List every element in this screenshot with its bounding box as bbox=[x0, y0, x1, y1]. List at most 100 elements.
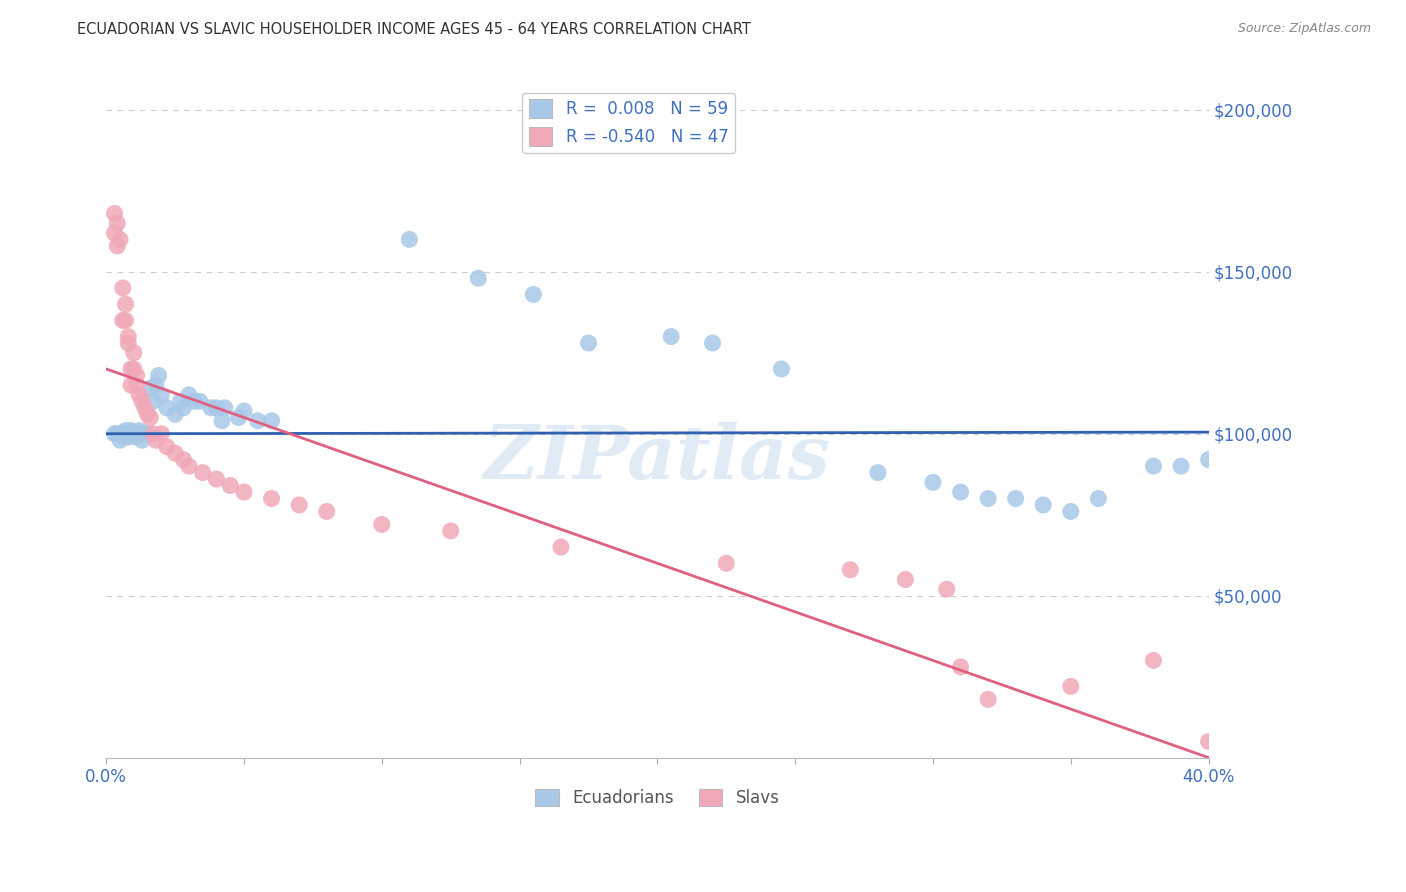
Point bbox=[131, 426, 153, 441]
Point bbox=[440, 524, 463, 538]
Text: Source: ZipAtlas.com: Source: ZipAtlas.com bbox=[1237, 22, 1371, 36]
Point bbox=[150, 388, 173, 402]
Point bbox=[866, 466, 889, 480]
Point bbox=[200, 401, 222, 415]
Point bbox=[145, 434, 167, 448]
Point bbox=[136, 426, 159, 441]
Point bbox=[125, 368, 148, 383]
Point bbox=[233, 404, 256, 418]
Point bbox=[122, 345, 145, 359]
Point bbox=[114, 297, 136, 311]
Point bbox=[522, 287, 544, 301]
Point bbox=[578, 336, 600, 351]
Point bbox=[128, 424, 150, 438]
Point bbox=[177, 388, 200, 402]
Point bbox=[125, 426, 148, 441]
Point bbox=[114, 424, 136, 438]
Point bbox=[398, 232, 420, 246]
Point bbox=[205, 401, 228, 415]
Point bbox=[1142, 653, 1164, 667]
Point bbox=[935, 582, 957, 597]
Legend: Ecuadorians, Slavs: Ecuadorians, Slavs bbox=[529, 782, 786, 814]
Point bbox=[125, 378, 148, 392]
Point bbox=[716, 557, 738, 571]
Point bbox=[111, 426, 134, 441]
Point bbox=[120, 362, 142, 376]
Point bbox=[219, 478, 242, 492]
Point bbox=[150, 426, 173, 441]
Point bbox=[111, 313, 134, 327]
Point bbox=[103, 226, 125, 240]
Point bbox=[103, 206, 125, 220]
Point bbox=[122, 426, 145, 441]
Point bbox=[114, 313, 136, 327]
Point bbox=[205, 472, 228, 486]
Point bbox=[108, 232, 131, 246]
Point bbox=[142, 426, 165, 441]
Point bbox=[1060, 679, 1083, 693]
Point bbox=[120, 378, 142, 392]
Point bbox=[105, 216, 128, 230]
Point bbox=[134, 426, 156, 441]
Point bbox=[165, 407, 187, 421]
Point bbox=[111, 281, 134, 295]
Point bbox=[246, 414, 269, 428]
Point bbox=[467, 271, 489, 285]
Point bbox=[1198, 452, 1220, 467]
Point bbox=[131, 394, 153, 409]
Point bbox=[125, 430, 148, 444]
Point bbox=[371, 517, 394, 532]
Point bbox=[977, 692, 1000, 706]
Point bbox=[702, 336, 724, 351]
Point bbox=[1198, 734, 1220, 748]
Point bbox=[103, 426, 125, 441]
Point bbox=[839, 563, 862, 577]
Point bbox=[214, 401, 236, 415]
Point bbox=[122, 426, 145, 441]
Point bbox=[156, 401, 179, 415]
Point bbox=[105, 239, 128, 253]
Point bbox=[117, 329, 139, 343]
Point bbox=[177, 459, 200, 474]
Point bbox=[165, 446, 187, 460]
Point bbox=[1032, 498, 1054, 512]
Point bbox=[1004, 491, 1026, 506]
Point bbox=[550, 540, 572, 554]
Point bbox=[128, 426, 150, 441]
Point bbox=[172, 452, 194, 467]
Point bbox=[122, 362, 145, 376]
Point bbox=[111, 430, 134, 444]
Point bbox=[1087, 491, 1109, 506]
Point bbox=[191, 466, 214, 480]
Point bbox=[142, 394, 165, 409]
Point bbox=[288, 498, 311, 512]
Point bbox=[770, 362, 793, 376]
Point bbox=[233, 485, 256, 500]
Point bbox=[977, 491, 1000, 506]
Point bbox=[120, 424, 142, 438]
Point bbox=[120, 426, 142, 441]
Point bbox=[228, 410, 250, 425]
Point bbox=[145, 378, 167, 392]
Point bbox=[117, 430, 139, 444]
Point bbox=[169, 394, 191, 409]
Text: ECUADORIAN VS SLAVIC HOUSEHOLDER INCOME AGES 45 - 64 YEARS CORRELATION CHART: ECUADORIAN VS SLAVIC HOUSEHOLDER INCOME … bbox=[77, 22, 751, 37]
Point bbox=[260, 414, 283, 428]
Point bbox=[136, 407, 159, 421]
Point bbox=[172, 401, 194, 415]
Point bbox=[1060, 504, 1083, 518]
Point bbox=[128, 388, 150, 402]
Point bbox=[949, 660, 972, 674]
Point bbox=[117, 336, 139, 351]
Point bbox=[1142, 459, 1164, 474]
Point bbox=[1170, 459, 1192, 474]
Point bbox=[114, 426, 136, 441]
Point bbox=[949, 485, 972, 500]
Point bbox=[108, 434, 131, 448]
Point bbox=[117, 426, 139, 441]
Point bbox=[105, 426, 128, 441]
Point bbox=[188, 394, 211, 409]
Point bbox=[156, 440, 179, 454]
Point bbox=[260, 491, 283, 506]
Text: ZIPatlas: ZIPatlas bbox=[484, 422, 831, 494]
